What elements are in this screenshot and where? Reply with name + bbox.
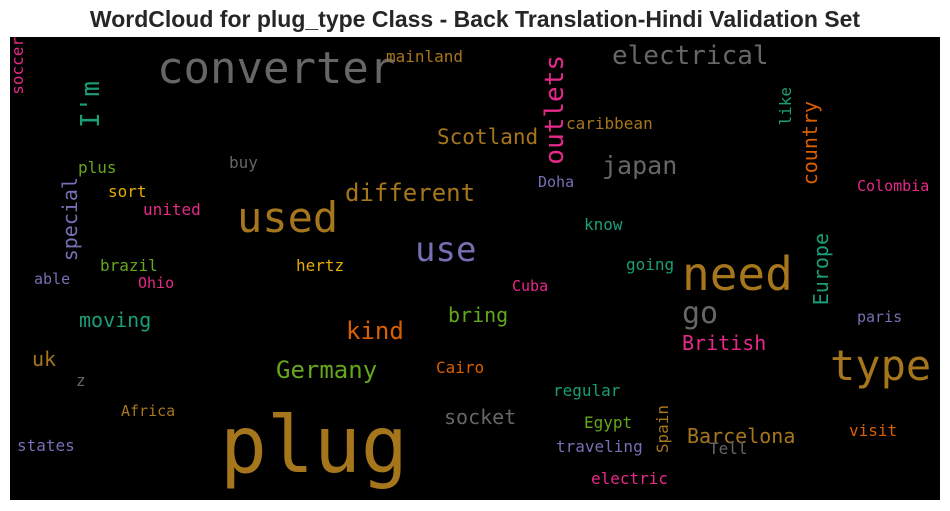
cloud-word: Europe — [809, 233, 833, 306]
cloud-word: British — [682, 331, 767, 355]
cloud-word: socket — [444, 405, 517, 429]
cloud-word: japan — [602, 151, 678, 180]
cloud-word: states — [17, 436, 75, 455]
cloud-word: brazil — [100, 256, 158, 275]
cloud-word: united — [143, 200, 201, 219]
cloud-word: Germany — [276, 356, 378, 384]
chart-title: WordCloud for plug_type Class - Back Tra… — [89, 6, 861, 32]
cloud-word: able — [34, 270, 71, 288]
cloud-word: Africa — [121, 402, 176, 420]
cloud-word: need — [682, 247, 793, 301]
cloud-word: soccer — [10, 37, 27, 95]
cloud-word: regular — [553, 381, 621, 400]
cloud-word: traveling — [556, 437, 643, 456]
cloud-word: visit — [849, 421, 898, 440]
cloud-word: Cairo — [436, 358, 485, 377]
cloud-word: uk — [32, 347, 57, 371]
cloud-word: like — [776, 87, 795, 126]
cloud-word: caribbean — [566, 114, 653, 133]
wordcloud-panel: plug converter need type used use electrical I'… — [10, 37, 940, 500]
cloud-word: use — [415, 230, 477, 270]
cloud-word: z — [76, 371, 86, 390]
cloud-word: plus — [78, 158, 117, 177]
cloud-word: hertz — [296, 256, 345, 275]
cloud-word: plug — [220, 401, 408, 491]
cloud-word: bring — [448, 303, 509, 327]
cloud-word: electric — [591, 469, 669, 488]
cloud-word: paris — [857, 308, 903, 326]
cloud-word: buy — [229, 153, 258, 172]
cloud-word: Egypt — [584, 413, 633, 432]
cloud-word: Tell — [709, 439, 748, 458]
cloud-word: kind — [346, 317, 404, 345]
cloud-word: mainland — [386, 47, 464, 66]
cloud-word: special — [58, 177, 82, 262]
cloud-word: electrical — [612, 41, 769, 71]
cloud-word: Doha — [538, 173, 575, 191]
cloud-word: sort — [108, 182, 147, 201]
cloud-word: Spain — [653, 405, 672, 454]
cloud-word: know — [584, 215, 623, 234]
cloud-word: Colombia — [857, 177, 930, 195]
cloud-word: converter — [157, 43, 396, 94]
cloud-word: go — [682, 296, 719, 331]
cloud-word: going — [626, 255, 675, 274]
cloud-word: Barcelona — [687, 424, 796, 448]
cloud-word: Scotland — [437, 125, 539, 149]
cloud-word: moving — [79, 308, 152, 332]
cloud-word: Ohio — [138, 274, 175, 292]
cloud-word: different — [345, 179, 476, 207]
cloud-word: I'm — [76, 81, 106, 128]
cloud-word: used — [237, 193, 339, 242]
cloud-word: outlets — [540, 55, 570, 165]
cloud-word: type — [830, 341, 932, 390]
cloud-word: country — [798, 101, 822, 186]
cloud-word: Cuba — [512, 277, 549, 295]
